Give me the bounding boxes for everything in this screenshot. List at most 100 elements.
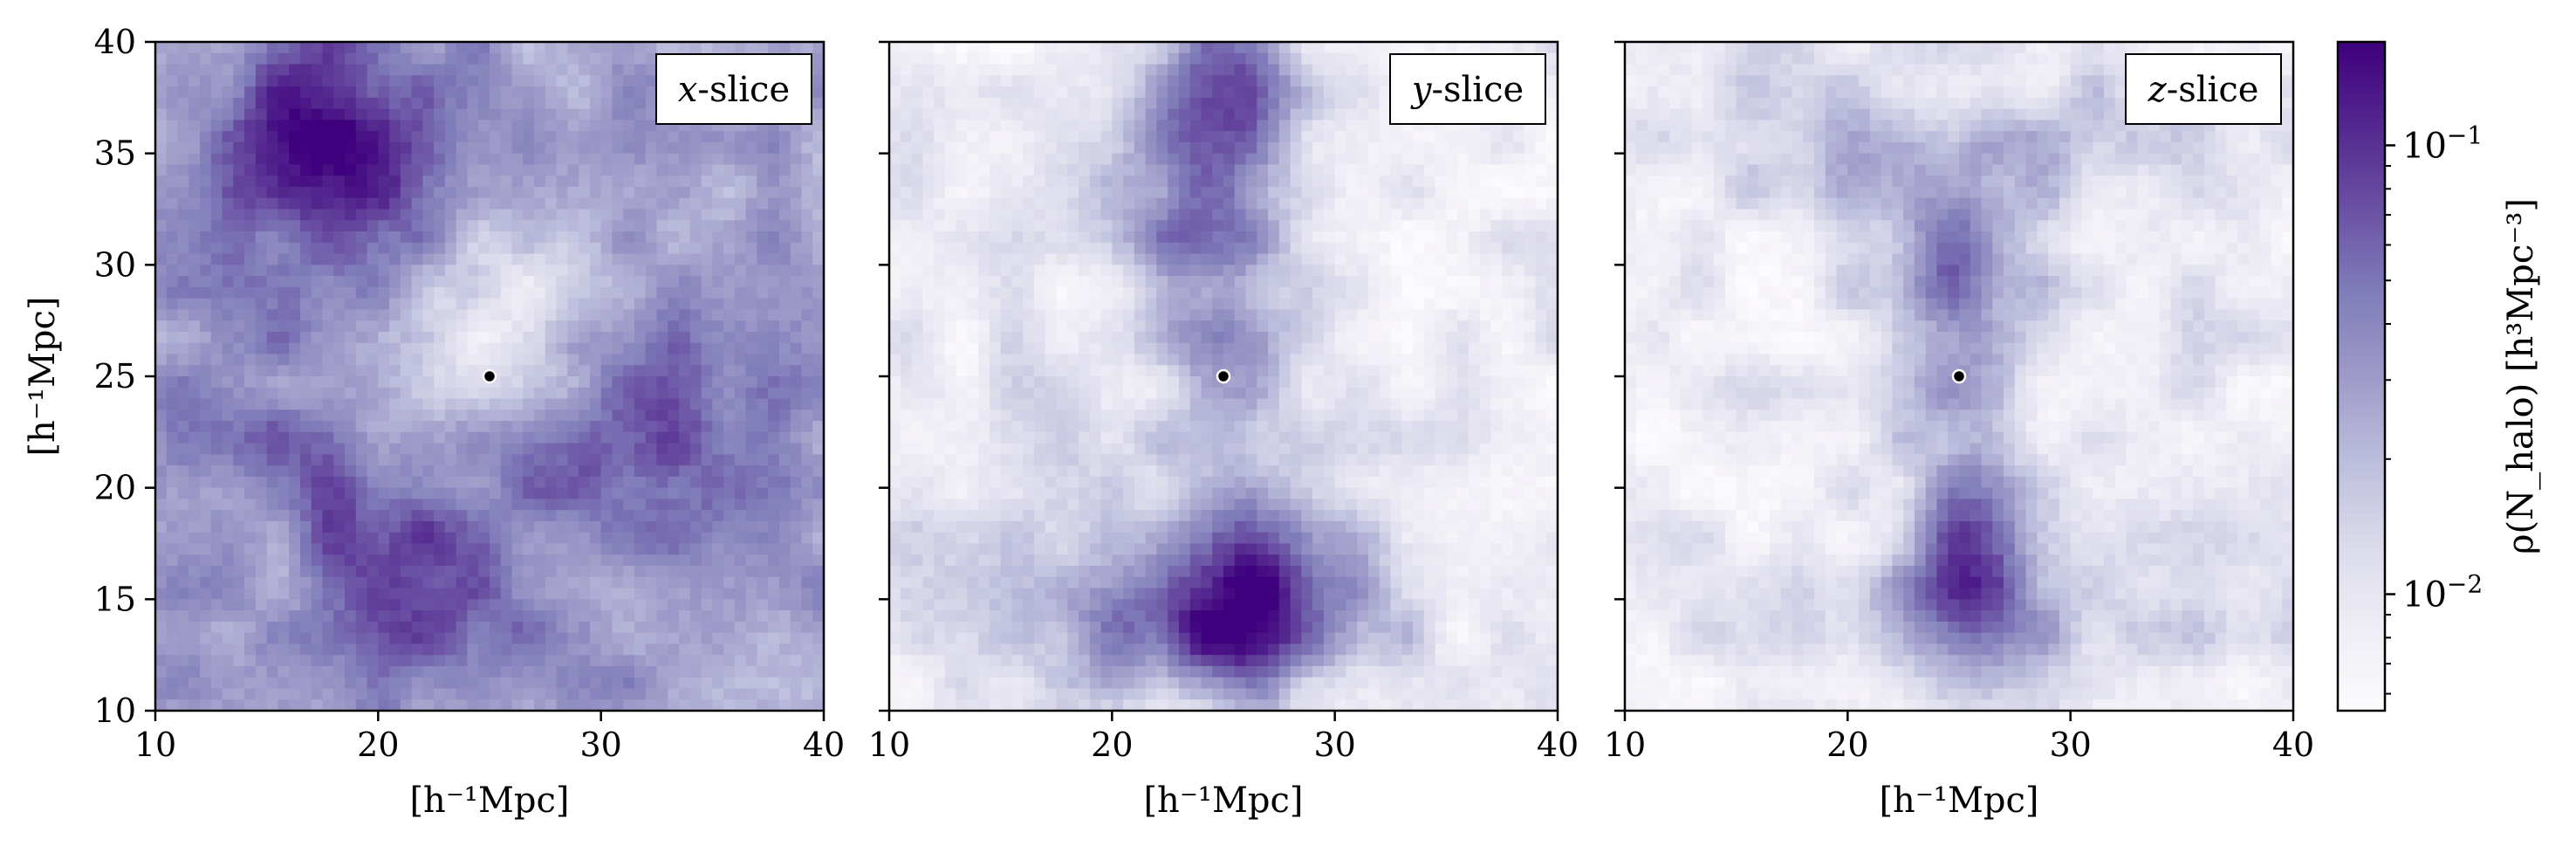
heatmap-cell <box>656 320 668 333</box>
heatmap-cell <box>978 197 990 210</box>
heatmap-cell <box>778 487 791 500</box>
heatmap-cell <box>600 421 613 433</box>
heatmap-cell <box>1546 265 1559 277</box>
heatmap-cell <box>299 253 312 265</box>
heatmap-cell <box>490 220 502 232</box>
heatmap-cell <box>1023 120 1035 132</box>
heatmap-cell <box>534 532 546 545</box>
heatmap-cell <box>255 298 268 310</box>
heatmap-cell <box>944 197 957 210</box>
heatmap-cell <box>579 443 591 455</box>
heatmap-cell <box>355 655 368 667</box>
heatmap-cell <box>456 376 469 389</box>
heatmap-cell <box>1112 231 1124 244</box>
heatmap-cell <box>712 632 724 644</box>
x-slice-label-box: x-slice <box>655 53 812 125</box>
heatmap-cell <box>233 342 245 355</box>
heatmap-cell <box>434 108 446 120</box>
heatmap-cell <box>600 665 613 678</box>
heatmap-cell <box>1323 186 1336 199</box>
heatmap-cell <box>1257 153 1269 166</box>
heatmap-cell <box>545 376 558 389</box>
heatmap-cell <box>1234 175 1247 188</box>
heatmap-cell <box>1379 286 1392 299</box>
heatmap-cell <box>222 231 234 244</box>
heatmap-cell <box>934 64 946 76</box>
heatmap-cell <box>1045 52 1058 65</box>
heatmap-cell <box>723 298 736 310</box>
heatmap-cell <box>155 599 168 611</box>
heatmap-cell <box>1112 75 1124 87</box>
heatmap-cell <box>679 599 691 611</box>
heatmap-cell <box>311 242 324 255</box>
heatmap-cell <box>1379 97 1392 110</box>
heatmap-cell <box>812 677 825 690</box>
heatmap-cell <box>1323 64 1336 76</box>
heatmap-cell <box>490 75 502 87</box>
heatmap-cell <box>255 688 268 700</box>
heatmap-cell <box>812 153 825 166</box>
heatmap-cell <box>355 354 368 366</box>
heatmap-cell <box>299 520 312 533</box>
heatmap-cell <box>345 520 357 533</box>
heatmap-cell <box>490 342 502 355</box>
heatmap-cell <box>634 454 647 466</box>
heatmap-cell <box>1033 265 1046 277</box>
heatmap-cell <box>188 621 201 634</box>
heatmap-cell <box>1323 242 1336 255</box>
heatmap-cell <box>400 487 413 500</box>
heatmap-cell <box>222 409 234 422</box>
heatmap-cell <box>1223 197 1236 210</box>
heatmap-cell <box>645 242 658 255</box>
heatmap-cell <box>1278 86 1291 99</box>
heatmap-cell <box>244 499 257 511</box>
heatmap-cell <box>734 387 747 400</box>
heatmap-cell <box>210 175 223 188</box>
heatmap-cell <box>322 688 334 700</box>
heatmap-cell <box>434 309 446 321</box>
heatmap-cell <box>1278 276 1291 288</box>
heatmap-cell <box>233 220 245 232</box>
heatmap-cell <box>1189 120 1202 132</box>
heatmap-cell <box>1502 153 1514 166</box>
heatmap-cell <box>166 331 179 344</box>
heatmap-cell <box>411 131 423 143</box>
heatmap-cell <box>545 276 558 288</box>
heatmap-cell <box>556 75 568 87</box>
heatmap-cell <box>1323 220 1336 232</box>
heatmap-cell <box>634 97 647 110</box>
heatmap-cell <box>701 242 713 255</box>
heatmap-cell <box>478 131 490 143</box>
heatmap-cell <box>355 309 368 321</box>
heatmap-cell <box>656 543 668 555</box>
heatmap-cell <box>333 298 346 310</box>
heatmap-cell <box>456 409 469 422</box>
heatmap-cell <box>456 454 469 466</box>
heatmap-cell <box>812 320 825 333</box>
heatmap-cell <box>277 520 290 533</box>
heatmap-cell <box>333 320 346 333</box>
heatmap-cell <box>623 97 635 110</box>
heatmap-cell <box>1546 253 1559 265</box>
heatmap-cell <box>1334 186 1347 199</box>
heatmap-cell <box>579 554 591 567</box>
heatmap-cell <box>967 153 979 166</box>
heatmap-cell <box>490 253 502 265</box>
heatmap-cell <box>333 354 346 366</box>
heatmap-cell <box>188 454 201 466</box>
heatmap-cell <box>768 588 780 600</box>
heatmap-cell <box>567 231 579 244</box>
heatmap-cell <box>579 342 591 355</box>
heatmap-cell <box>467 588 479 600</box>
heatmap-cell <box>768 599 780 611</box>
heatmap-cell <box>1401 131 1414 143</box>
heatmap-cell <box>1223 108 1236 120</box>
heatmap-cell <box>200 75 212 87</box>
heatmap-cell <box>400 454 413 466</box>
heatmap-cell <box>333 576 346 589</box>
heatmap-cell <box>1390 253 1402 265</box>
heatmap-cell <box>723 454 736 466</box>
heatmap-cell <box>1290 242 1302 255</box>
heatmap-cell <box>556 487 568 500</box>
heatmap-cell <box>668 242 680 255</box>
